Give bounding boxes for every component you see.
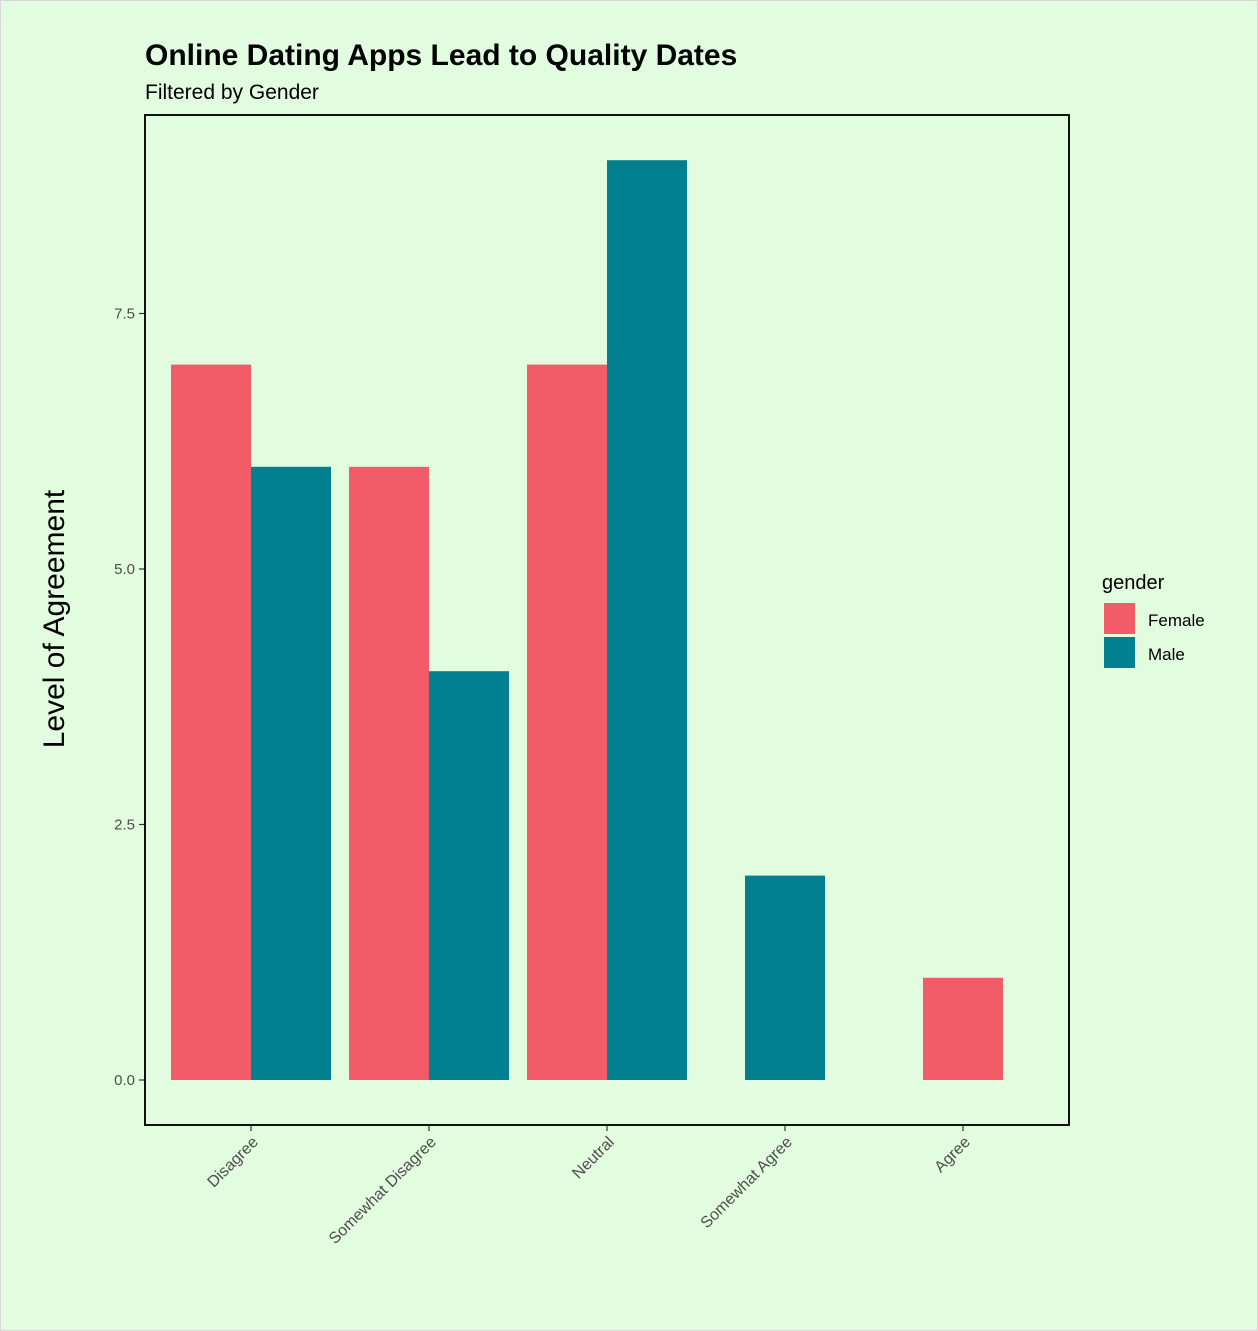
bar-male-somewhat-agree xyxy=(745,875,825,1080)
chart-subtitle: Filtered by Gender xyxy=(145,81,319,104)
y-tick-label: 5.0 xyxy=(114,561,135,578)
bar-male-neutral xyxy=(607,160,687,1080)
bar-female-somewhat-disagree xyxy=(349,466,429,1080)
bar-female-neutral xyxy=(527,364,607,1081)
y-tick-label: 2.5 xyxy=(114,817,135,834)
legend-swatch-male xyxy=(1104,637,1135,668)
bar-male-somewhat-disagree xyxy=(429,671,509,1080)
bar-male-disagree xyxy=(251,466,331,1080)
chart-title: Online Dating Apps Lead to Quality Dates xyxy=(145,39,737,72)
legend-label-female: Female xyxy=(1148,611,1205,630)
bar-female-disagree xyxy=(171,364,251,1081)
y-axis: 0.0 2.5 5.0 7.5 xyxy=(114,306,145,1089)
y-tick-label: 7.5 xyxy=(114,306,135,323)
bar-female-agree xyxy=(923,977,1003,1080)
legend-title: gender xyxy=(1102,572,1165,594)
legend-swatch-female xyxy=(1104,603,1135,634)
bars xyxy=(171,160,1003,1081)
y-tick-label: 0.0 xyxy=(114,1072,135,1089)
plot-panel-border xyxy=(144,114,1070,1126)
legend-label-male: Male xyxy=(1148,645,1185,664)
legend: gender Female Male xyxy=(1102,572,1205,668)
y-axis-label: Level of Agreement xyxy=(38,489,71,748)
